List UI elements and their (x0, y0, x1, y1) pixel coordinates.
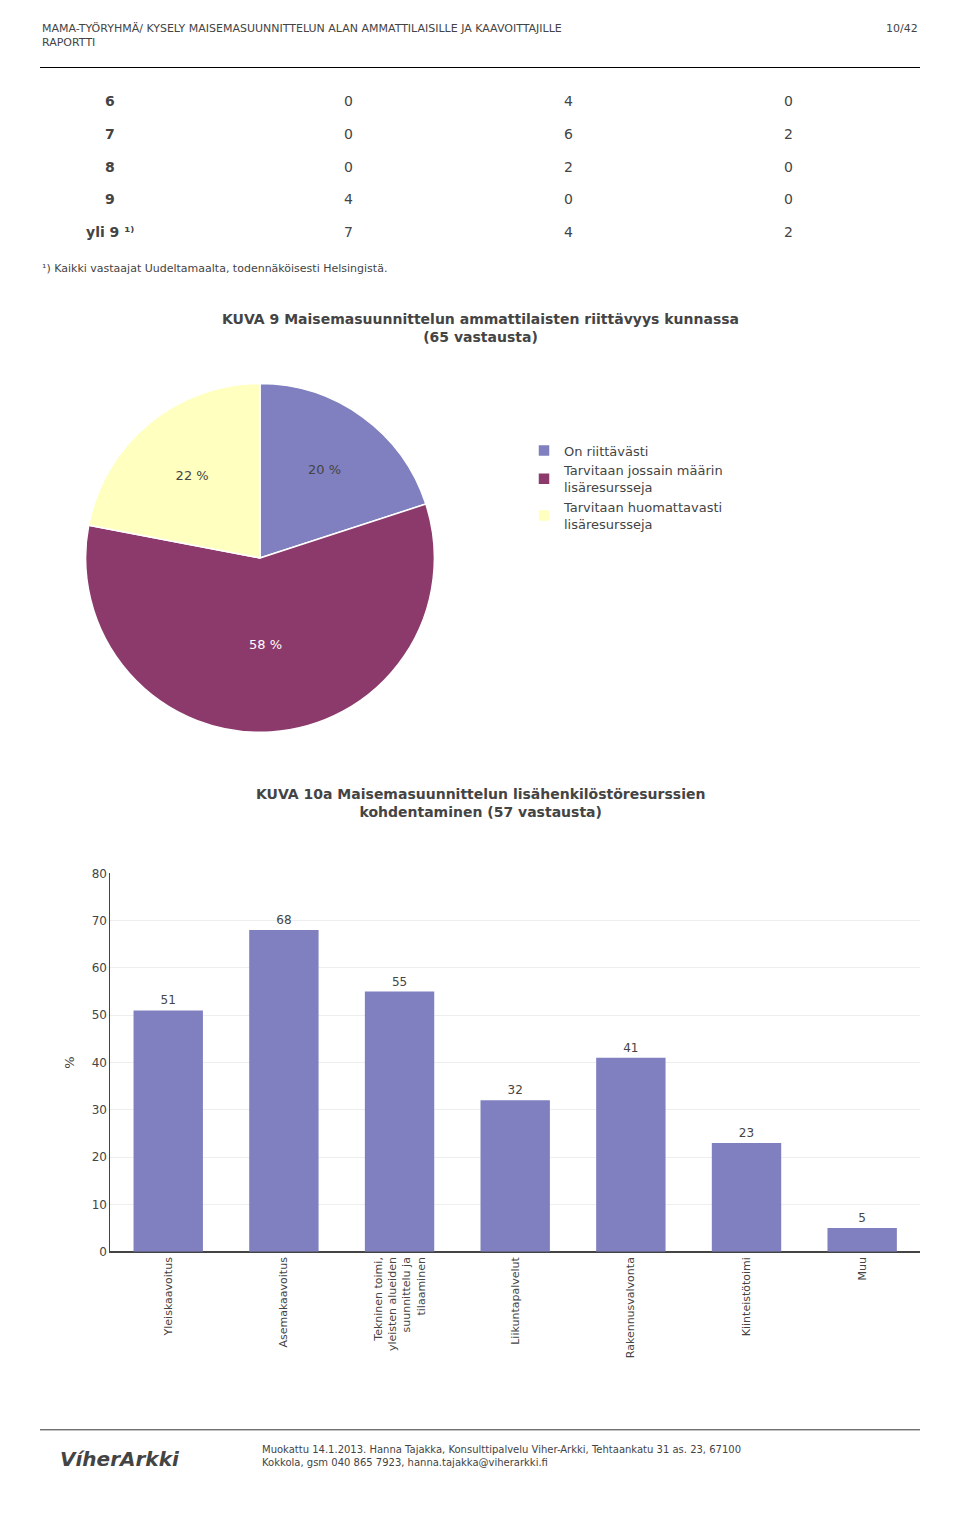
svg-text:0: 0 (344, 159, 353, 175)
svg-text:2: 2 (564, 159, 573, 175)
svg-text:0: 0 (784, 93, 793, 109)
svg-text:23: 23 (739, 1126, 754, 1140)
svg-text:Kiinteistötoimi: Kiinteistötoimi (740, 1257, 753, 1336)
svg-text:Tarvitaan huomattavastilisäres: Tarvitaan huomattavastilisäresursseja (563, 500, 722, 532)
svg-text:8: 8 (105, 159, 115, 175)
svg-text:6: 6 (105, 93, 115, 109)
svg-text:68: 68 (276, 913, 291, 927)
svg-text:20 %: 20 % (308, 462, 341, 477)
svg-text:KUVA 10a Maisemasuunnittelun l: KUVA 10a Maisemasuunnittelun lisähenkilö… (256, 786, 705, 820)
svg-text:7: 7 (344, 224, 353, 240)
svg-text:50: 50 (92, 1008, 107, 1022)
svg-text:KUVA 9 Maisemasuunnittelun amm: KUVA 9 Maisemasuunnittelun ammattilaiste… (222, 311, 739, 345)
svg-text:4: 4 (564, 224, 573, 240)
svg-text:20: 20 (92, 1150, 107, 1164)
svg-text:yli 9 ¹⁾: yli 9 ¹⁾ (86, 224, 134, 240)
svg-text:On riittävästi: On riittävästi (564, 444, 648, 459)
svg-text:Muokattu 14.1.2013. Hanna Taja: Muokattu 14.1.2013. Hanna Tajakka, Konsu… (262, 1444, 741, 1468)
svg-text:0: 0 (784, 159, 793, 175)
svg-text:22 %: 22 % (176, 468, 209, 483)
svg-text:6: 6 (564, 126, 573, 142)
svg-text:0: 0 (99, 1245, 107, 1259)
svg-text:51: 51 (161, 993, 176, 1007)
svg-text:32: 32 (508, 1083, 523, 1097)
svg-text:10: 10 (92, 1198, 107, 1212)
svg-text:58 %: 58 % (249, 637, 282, 652)
svg-text:0: 0 (784, 191, 793, 207)
svg-text:MAMA-TYÖRYHMÄ/ KYSELY MAISEMAS: MAMA-TYÖRYHMÄ/ KYSELY MAISEMASUUNNITTELU… (42, 22, 562, 49)
svg-text:Tekninen toimi,yleisten alueid: Tekninen toimi,yleisten alueidensuunnitt… (372, 1257, 428, 1351)
svg-text:Tarvitaan jossain määrinlisäre: Tarvitaan jossain määrinlisäresursseja (563, 463, 723, 495)
svg-text:60: 60 (92, 961, 107, 975)
svg-text:Muu: Muu (856, 1257, 869, 1280)
svg-text:VíherArkki: VíherArkki (60, 1447, 180, 1471)
svg-text:30: 30 (92, 1103, 107, 1117)
svg-text:70: 70 (92, 914, 107, 928)
svg-text:2: 2 (784, 224, 793, 240)
svg-text:9: 9 (105, 191, 115, 207)
svg-text:¹) Kaikki vastaajat Uudeltamaa: ¹) Kaikki vastaajat Uudeltamaalta, toden… (42, 262, 387, 275)
svg-text:55: 55 (392, 975, 407, 989)
svg-text:7: 7 (105, 126, 115, 142)
svg-text:10/42: 10/42 (886, 22, 918, 35)
svg-text:40: 40 (92, 1056, 107, 1070)
svg-text:4: 4 (344, 191, 353, 207)
svg-text:4: 4 (564, 93, 573, 109)
svg-text:0: 0 (344, 126, 353, 142)
svg-text:0: 0 (344, 93, 353, 109)
svg-text:41: 41 (623, 1041, 638, 1055)
svg-text:5: 5 (858, 1211, 866, 1225)
svg-text:Asemakaavoitus: Asemakaavoitus (277, 1257, 290, 1348)
svg-text:Yleiskaavoitus: Yleiskaavoitus (162, 1257, 175, 1337)
svg-text:Liikuntapalvelut: Liikuntapalvelut (509, 1256, 522, 1344)
svg-text:80: 80 (92, 867, 107, 881)
svg-text:Rakennusvalvonta: Rakennusvalvonta (624, 1257, 637, 1358)
svg-text:2: 2 (784, 126, 793, 142)
svg-text:%: % (62, 1056, 77, 1068)
svg-text:0: 0 (564, 191, 573, 207)
